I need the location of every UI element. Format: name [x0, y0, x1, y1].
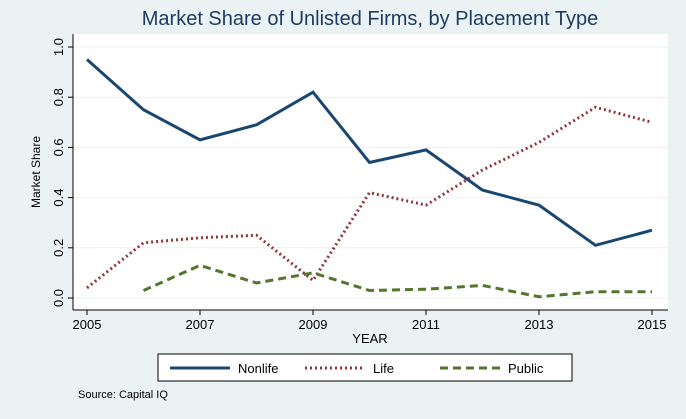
y-tick-label: 0.8: [51, 88, 66, 106]
x-tick-label: 2015: [638, 317, 667, 332]
y-tick-label: 1.0: [51, 38, 66, 56]
x-tick-label: 2013: [525, 317, 554, 332]
x-tick-label: 2011: [412, 317, 440, 332]
series-line: [86, 58, 653, 247]
y-axis-label: Market Share: [29, 136, 43, 208]
x-tick-label: 2005: [73, 317, 102, 332]
legend-label: Public: [508, 361, 544, 376]
y-tick-label: 0.6: [51, 138, 66, 156]
x-tick-label: 2009: [299, 317, 328, 332]
chart-title: Market Share of Unlisted Firms, by Place…: [142, 8, 598, 30]
y-tick-label: 0.2: [51, 239, 66, 257]
series-line: [142, 263, 652, 299]
legend-label: Life: [373, 361, 394, 376]
x-tick-label: 2007: [186, 317, 215, 332]
x-axis-label: YEAR: [352, 331, 387, 346]
source-note: Source: Capital IQ: [78, 389, 168, 401]
y-tick-label: 0.4: [51, 189, 66, 207]
series-line: [86, 105, 653, 290]
legend-label: Nonlife: [238, 361, 278, 376]
plot-area: [73, 34, 668, 310]
y-tick-label: 0.0: [51, 289, 66, 307]
